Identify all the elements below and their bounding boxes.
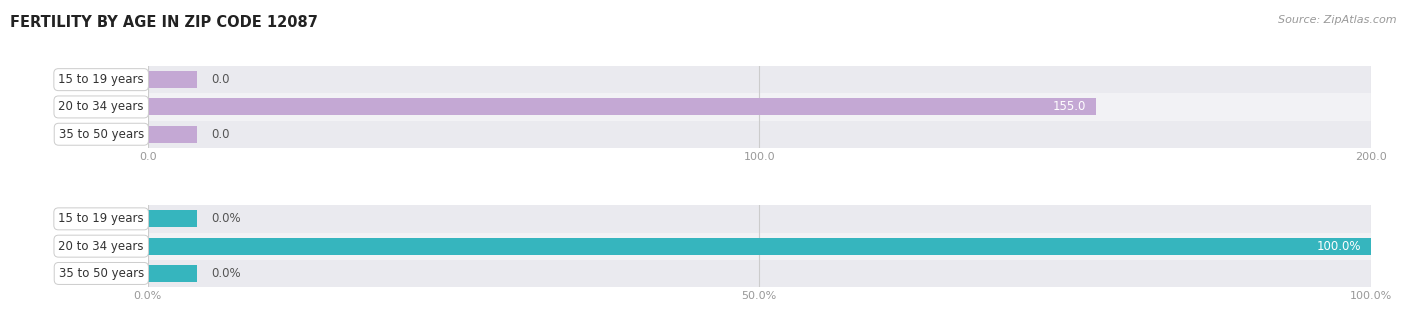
Text: 35 to 50 years: 35 to 50 years [59, 267, 143, 280]
Text: 20 to 34 years: 20 to 34 years [59, 100, 143, 114]
Text: 15 to 19 years: 15 to 19 years [58, 213, 143, 225]
Bar [148, 260, 1371, 287]
Text: 0.0%: 0.0% [211, 267, 240, 280]
Bar [148, 120, 1371, 148]
Text: Source: ZipAtlas.com: Source: ZipAtlas.com [1278, 15, 1396, 25]
Bar [148, 71, 197, 88]
Bar [148, 98, 1095, 115]
Bar [148, 233, 1371, 260]
Text: 15 to 19 years: 15 to 19 years [58, 73, 143, 86]
Bar [148, 93, 1371, 120]
Text: 0.0%: 0.0% [211, 213, 240, 225]
Bar [148, 66, 1371, 93]
Bar [148, 126, 197, 143]
Text: 0.0: 0.0 [211, 128, 229, 141]
Text: 35 to 50 years: 35 to 50 years [59, 128, 143, 141]
Text: 155.0: 155.0 [1053, 100, 1085, 114]
Text: 0.0: 0.0 [211, 73, 229, 86]
Bar [148, 205, 1371, 233]
Text: 100.0%: 100.0% [1316, 240, 1361, 253]
Text: FERTILITY BY AGE IN ZIP CODE 12087: FERTILITY BY AGE IN ZIP CODE 12087 [10, 15, 318, 30]
Bar [148, 238, 1371, 255]
Text: 20 to 34 years: 20 to 34 years [59, 240, 143, 253]
Bar [148, 265, 197, 282]
Bar [148, 211, 197, 227]
